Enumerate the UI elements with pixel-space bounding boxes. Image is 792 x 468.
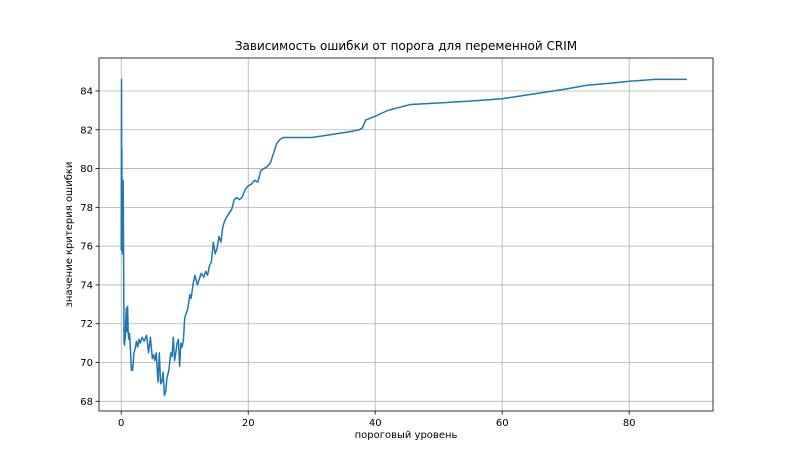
series-layer [120, 78, 688, 397]
x-tick-label: 40 [369, 418, 382, 429]
x-axis-label: пороговый уровень [355, 430, 458, 441]
y-tick-label: 76 [80, 242, 93, 253]
grid [99, 58, 713, 411]
x-tick-label: 0 [118, 418, 124, 429]
x-tick-label: 80 [623, 418, 636, 429]
y-tick-label: 80 [80, 164, 93, 175]
y-axis-label: значение критерия ошибки [64, 162, 75, 308]
x-tick-label: 60 [496, 418, 509, 429]
y-tick-label: 82 [80, 125, 93, 136]
y-tick-label: 70 [80, 358, 93, 369]
chart-title: Зависимость ошибки от порога для перемен… [235, 39, 577, 53]
y-tick-label: 84 [80, 86, 93, 97]
y-tick-label: 68 [80, 397, 93, 408]
plot-frame [98, 57, 714, 412]
series-line-0 [120, 78, 688, 397]
x-axis: 0 20 40 60 80 [118, 411, 636, 429]
y-tick-label: 74 [80, 280, 93, 291]
y-axis: 68 70 72 74 76 78 80 82 84 [80, 86, 99, 408]
y-tick-label: 78 [80, 203, 93, 214]
x-tick-label: 20 [242, 418, 255, 429]
y-tick-label: 72 [80, 319, 93, 330]
